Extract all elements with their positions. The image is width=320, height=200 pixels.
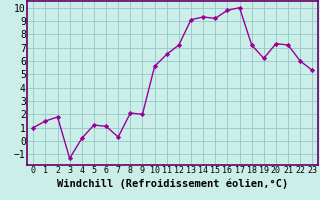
X-axis label: Windchill (Refroidissement éolien,°C): Windchill (Refroidissement éolien,°C) xyxy=(57,178,288,189)
